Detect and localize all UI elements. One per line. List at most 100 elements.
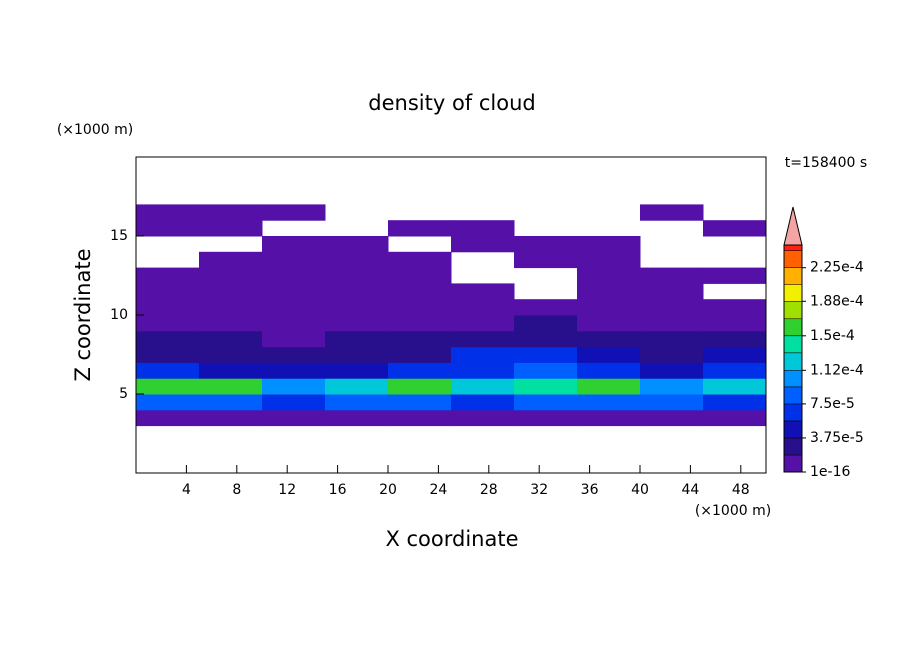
contour-cell xyxy=(325,409,389,427)
colorbar-band xyxy=(783,386,803,405)
contour-cell xyxy=(136,409,200,427)
contour-cell xyxy=(703,315,767,332)
contour-cell xyxy=(388,283,452,300)
contour-cell xyxy=(388,346,452,363)
contour-cell xyxy=(199,283,263,300)
contour-cell xyxy=(703,267,767,284)
contour-cell xyxy=(325,283,389,300)
x-tick-label: 12 xyxy=(278,482,296,498)
contour-cell xyxy=(640,283,704,300)
contour-cell xyxy=(514,236,578,253)
contour-cell xyxy=(199,315,263,332)
contour-cell xyxy=(640,204,704,221)
contour-cell xyxy=(703,220,767,237)
contour-cell xyxy=(388,267,452,284)
contour-cell xyxy=(577,330,641,348)
contour-cell xyxy=(136,346,200,363)
contour-cell xyxy=(514,394,578,411)
contour-cell xyxy=(514,378,578,395)
colorbar-tick-label: 1.88e-4 xyxy=(810,293,864,309)
contour-cell xyxy=(451,409,515,427)
contour-cell xyxy=(577,251,641,269)
contour-cell xyxy=(136,394,200,411)
contour-cell xyxy=(514,346,578,363)
contour-cell xyxy=(262,362,326,379)
contour-cell xyxy=(388,409,452,427)
contour-cell xyxy=(514,315,578,332)
contour-cell xyxy=(199,362,263,379)
contour-cell xyxy=(640,409,704,427)
contour-cell xyxy=(388,299,452,316)
contour-cell xyxy=(640,315,704,332)
y-unit: (×1000 m) xyxy=(57,122,133,138)
x-tick-label: 24 xyxy=(429,482,447,498)
contour-cell xyxy=(577,315,641,332)
contour-cell xyxy=(388,251,452,269)
colorbar-tick-label: 1.12e-4 xyxy=(810,362,864,378)
colorbar-tick-label: 1.5e-4 xyxy=(810,328,855,344)
contour-cell xyxy=(262,378,326,395)
contour-cell xyxy=(577,378,641,395)
colorbar-frame xyxy=(783,244,803,473)
colorbar-extend xyxy=(783,206,803,246)
contour-cell xyxy=(577,362,641,379)
colorbar-tick-label: 1e-16 xyxy=(810,464,850,480)
contour-cell xyxy=(703,362,767,379)
x-tick-label: 28 xyxy=(480,482,498,498)
colorbar-band xyxy=(783,352,803,371)
contour-cell xyxy=(262,299,326,316)
contour-cell xyxy=(388,378,452,395)
contour-cell xyxy=(325,299,389,316)
contour-cell xyxy=(514,330,578,348)
contour-cell xyxy=(262,267,326,284)
contour-cell xyxy=(577,299,641,316)
y-axis-label: Z coordinate xyxy=(71,248,95,381)
contour-cell xyxy=(577,394,641,411)
contour-cell xyxy=(325,236,389,253)
x-tick-label: 4 xyxy=(182,482,191,498)
contour-cell xyxy=(262,409,326,427)
contour-cell xyxy=(451,394,515,411)
colorbar-band xyxy=(783,454,803,473)
contour-cell xyxy=(514,299,578,316)
contour-cell xyxy=(325,378,389,395)
contour-cell xyxy=(388,315,452,332)
contour-cell xyxy=(325,251,389,269)
x-tick-label: 36 xyxy=(581,482,599,498)
contour-cell xyxy=(388,362,452,379)
contour-cell xyxy=(451,220,515,237)
contour-cell xyxy=(199,220,263,237)
contour-cell xyxy=(262,251,326,269)
contour-cell xyxy=(388,394,452,411)
colorbar-tick-label: 7.5e-5 xyxy=(810,396,855,412)
colorbar-band xyxy=(783,284,803,302)
contour-cell xyxy=(640,362,704,379)
colorbar-band xyxy=(783,437,803,456)
x-unit: (×1000 m) xyxy=(695,503,771,519)
contour-cell xyxy=(262,346,326,363)
contour-cell xyxy=(703,299,767,316)
x-tick-label: 8 xyxy=(232,482,241,498)
contour-cell xyxy=(451,315,515,332)
contour-cell xyxy=(199,299,263,316)
contour-cell xyxy=(514,409,578,427)
contour-cell xyxy=(451,299,515,316)
contour-cell xyxy=(451,362,515,379)
x-tick-label: 20 xyxy=(379,482,397,498)
x-tick-label: 16 xyxy=(329,482,347,498)
chart-title: density of cloud xyxy=(368,91,535,115)
contour-cell xyxy=(136,330,200,348)
colorbar-band xyxy=(783,370,803,388)
contour-cell xyxy=(136,267,200,284)
colorbar-band xyxy=(783,244,803,251)
contour-cell xyxy=(136,299,200,316)
contour-cell xyxy=(577,409,641,427)
contour-cell xyxy=(199,251,263,269)
contour-cell xyxy=(325,394,389,411)
colorbar-band xyxy=(783,335,803,354)
colorbar-band xyxy=(783,403,803,422)
contour-cell xyxy=(451,346,515,363)
x-tick-label: 48 xyxy=(732,482,750,498)
contour-cell xyxy=(136,362,200,379)
